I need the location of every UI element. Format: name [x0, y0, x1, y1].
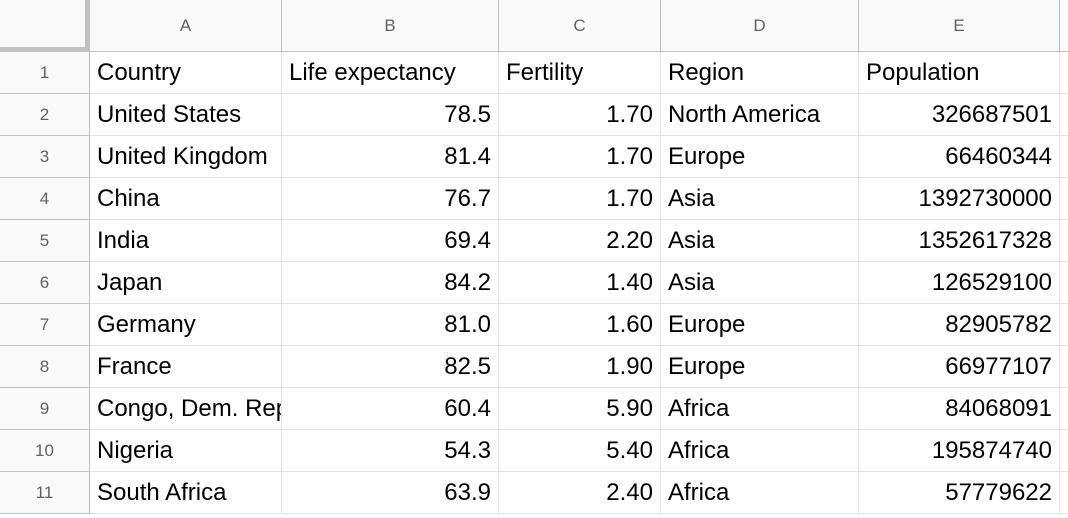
cell[interactable]: France: [90, 346, 282, 388]
cell[interactable]: India: [90, 220, 282, 262]
cell[interactable]: 1.70: [499, 94, 661, 136]
cell[interactable]: North America: [661, 94, 859, 136]
cell-extra[interactable]: [1060, 346, 1068, 388]
cell-extra[interactable]: [1060, 388, 1068, 430]
cell[interactable]: Europe: [661, 304, 859, 346]
row-header[interactable]: 8: [0, 346, 90, 388]
select-all-corner[interactable]: [0, 0, 90, 52]
cell-extra[interactable]: [1060, 430, 1068, 472]
cell[interactable]: 1.60: [499, 304, 661, 346]
cell-extra[interactable]: [1060, 304, 1068, 346]
cell[interactable]: 82905782: [859, 304, 1060, 346]
cell[interactable]: 1352617328: [859, 220, 1060, 262]
cell[interactable]: Region: [661, 52, 859, 94]
row-header[interactable]: 1: [0, 52, 90, 94]
row-header[interactable]: 10: [0, 430, 90, 472]
cell[interactable]: 54.3: [282, 430, 499, 472]
cell[interactable]: Germany: [90, 304, 282, 346]
cell-extra[interactable]: [1060, 178, 1068, 220]
row-header[interactable]: 3: [0, 136, 90, 178]
cell[interactable]: Fertility: [499, 52, 661, 94]
cell[interactable]: 84068091: [859, 388, 1060, 430]
row-header[interactable]: 6: [0, 262, 90, 304]
column-header[interactable]: D: [661, 0, 859, 52]
cell[interactable]: 2.40: [499, 472, 661, 514]
cell[interactable]: 1.70: [499, 136, 661, 178]
cell[interactable]: 2.20: [499, 220, 661, 262]
cell[interactable]: 326687501: [859, 94, 1060, 136]
row-header[interactable]: 4: [0, 178, 90, 220]
cell-extra[interactable]: [1060, 136, 1068, 178]
cell[interactable]: United Kingdom: [90, 136, 282, 178]
cell[interactable]: Africa: [661, 388, 859, 430]
cell[interactable]: 5.90: [499, 388, 661, 430]
cell[interactable]: Nigeria: [90, 430, 282, 472]
cell[interactable]: 82.5: [282, 346, 499, 388]
cell[interactable]: Europe: [661, 346, 859, 388]
cell-extra[interactable]: [1060, 52, 1068, 94]
cell[interactable]: Africa: [661, 472, 859, 514]
cell[interactable]: 1392730000: [859, 178, 1060, 220]
cell-extra[interactable]: [1060, 472, 1068, 514]
column-header[interactable]: C: [499, 0, 661, 52]
cell[interactable]: 66977107: [859, 346, 1060, 388]
cell[interactable]: Country: [90, 52, 282, 94]
cell[interactable]: 69.4: [282, 220, 499, 262]
column-header[interactable]: A: [90, 0, 282, 52]
cell[interactable]: Africa: [661, 430, 859, 472]
column-header-extra[interactable]: [1060, 0, 1068, 52]
cell[interactable]: Population: [859, 52, 1060, 94]
cell[interactable]: 63.9: [282, 472, 499, 514]
row-header[interactable]: 7: [0, 304, 90, 346]
cell[interactable]: 195874740: [859, 430, 1060, 472]
cell[interactable]: Life expectancy: [282, 52, 499, 94]
column-header[interactable]: E: [859, 0, 1060, 52]
cell[interactable]: 76.7: [282, 178, 499, 220]
cell[interactable]: Asia: [661, 262, 859, 304]
cell[interactable]: Japan: [90, 262, 282, 304]
cell[interactable]: Europe: [661, 136, 859, 178]
cell[interactable]: Asia: [661, 178, 859, 220]
cell[interactable]: 66460344: [859, 136, 1060, 178]
cell[interactable]: 1.90: [499, 346, 661, 388]
cell[interactable]: Asia: [661, 220, 859, 262]
column-header[interactable]: B: [282, 0, 499, 52]
cell-extra[interactable]: [1060, 94, 1068, 136]
cell[interactable]: China: [90, 178, 282, 220]
cell[interactable]: Congo, Dem. Rep.: [90, 388, 282, 430]
cell[interactable]: 84.2: [282, 262, 499, 304]
cell[interactable]: 81.4: [282, 136, 499, 178]
cell-extra[interactable]: [1060, 262, 1068, 304]
cell[interactable]: 1.70: [499, 178, 661, 220]
cell[interactable]: 57779622: [859, 472, 1060, 514]
cell-extra[interactable]: [1060, 220, 1068, 262]
row-header[interactable]: 9: [0, 388, 90, 430]
row-header[interactable]: 5: [0, 220, 90, 262]
cell[interactable]: United States: [90, 94, 282, 136]
cell[interactable]: 126529100: [859, 262, 1060, 304]
cell[interactable]: 78.5: [282, 94, 499, 136]
cell[interactable]: 5.40: [499, 430, 661, 472]
row-header[interactable]: 11: [0, 472, 90, 514]
cell[interactable]: 1.40: [499, 262, 661, 304]
cell[interactable]: South Africa: [90, 472, 282, 514]
cell[interactable]: 60.4: [282, 388, 499, 430]
row-header[interactable]: 2: [0, 94, 90, 136]
cell[interactable]: 81.0: [282, 304, 499, 346]
